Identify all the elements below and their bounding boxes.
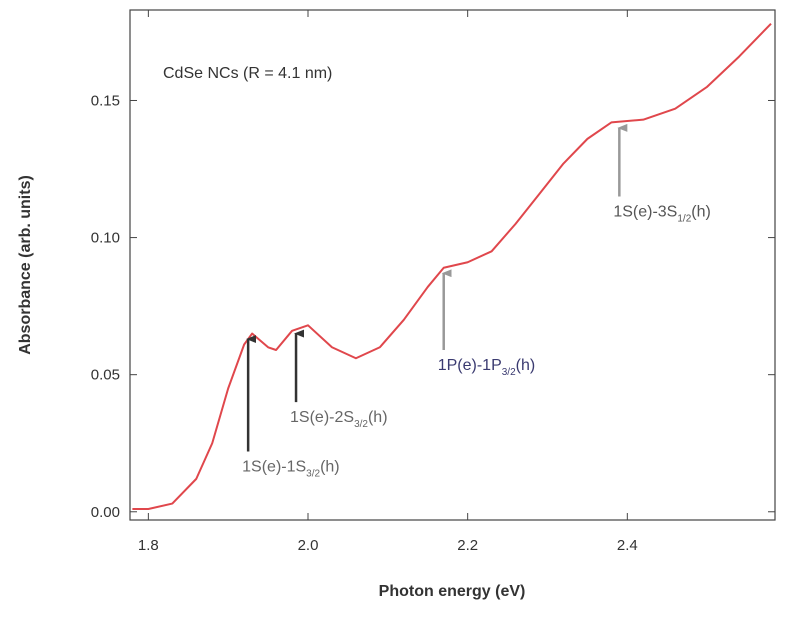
x-tick-label: 2.0 <box>298 537 319 554</box>
plot-frame <box>129 9 776 521</box>
annotation-suffix: (h) <box>368 409 388 426</box>
y-tick-label: 0.00 <box>91 504 120 521</box>
x-tick-label: 2.2 <box>457 537 478 554</box>
inner-title: CdSe NCs (R = 4.1 nm) <box>163 65 332 82</box>
annotation-text: 1S(e)-1S <box>242 458 306 475</box>
annotation-label: 1S(e)-2S3/2(h) <box>290 409 388 430</box>
annotation-suffix: (h) <box>691 203 711 220</box>
y-axis-title: Absorbance (arb. units) <box>17 175 34 355</box>
y-tick-label: 0.15 <box>91 92 120 109</box>
annotation-label: 1P(e)-1P3/2(h) <box>438 357 536 378</box>
y-tick-label: 0.05 <box>91 367 120 384</box>
annotation-text: 1P(e)-1P <box>438 357 502 374</box>
annotation-text: 1S(e)-3S <box>613 203 677 220</box>
annotation-text: 1S(e)-2S <box>290 409 354 426</box>
y-tick-label: 0.10 <box>91 230 120 247</box>
annotation-label: 1S(e)-1S3/2(h) <box>242 458 339 479</box>
annotation-sub: 3/2 <box>354 419 368 430</box>
annotation-sub: 3/2 <box>502 367 516 378</box>
annotation-suffix: (h) <box>516 357 536 374</box>
annotation-suffix: (h) <box>320 458 340 475</box>
x-tick-label: 2.4 <box>617 537 638 554</box>
annotation-sub: 3/2 <box>306 468 320 479</box>
x-tick-label: 1.8 <box>138 537 159 554</box>
spectrum-line <box>132 23 772 511</box>
x-axis-title: Photon energy (eV) <box>379 583 526 600</box>
annotation-label: 1S(e)-3S1/2(h) <box>613 203 711 224</box>
annotation-sub: 1/2 <box>677 213 691 224</box>
